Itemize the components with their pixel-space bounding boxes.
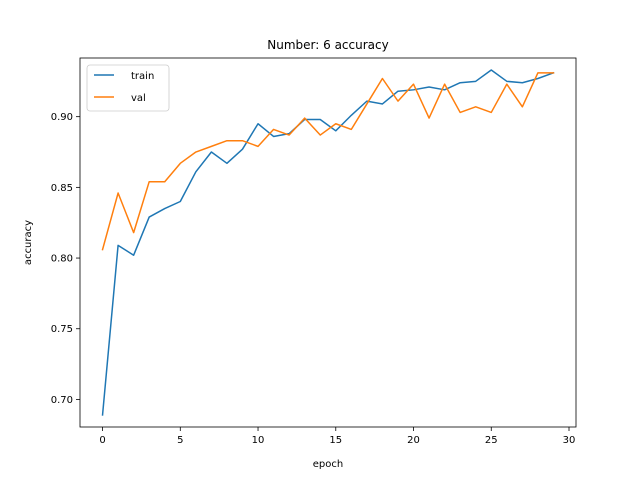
x-tick-label: 0 xyxy=(99,435,105,446)
x-tick-label: 5 xyxy=(177,435,183,446)
x-axis-ticks: 0 5 10 15 20 25 30 xyxy=(99,427,575,446)
y-tick-label: 0.70 xyxy=(51,395,73,406)
y-tick-label: 0.85 xyxy=(51,183,73,194)
series-layer xyxy=(101,69,555,416)
y-tick-label: 0.90 xyxy=(51,112,73,123)
y-axis-ticks: 0.70 0.75 0.80 0.85 0.90 xyxy=(51,112,80,406)
x-tick-label: 20 xyxy=(407,435,420,446)
x-tick-label: 15 xyxy=(329,435,342,446)
series-line-val xyxy=(101,72,555,251)
plot-area xyxy=(79,57,577,428)
legend-label-train: train xyxy=(131,71,154,82)
chart-title: Number: 6 accuracy xyxy=(267,38,388,52)
legend-box xyxy=(86,64,170,112)
legend-label-val: val xyxy=(131,93,146,104)
y-tick-label: 0.75 xyxy=(51,324,73,335)
legend: train val xyxy=(86,64,170,112)
y-tick-label: 0.80 xyxy=(51,254,73,265)
axes-frame xyxy=(79,57,577,428)
x-axis-label: epoch xyxy=(313,459,343,470)
x-tick-label: 10 xyxy=(252,435,265,446)
x-tick-label: 25 xyxy=(485,435,498,446)
y-axis-label: accuracy xyxy=(23,220,34,265)
series-line-train xyxy=(101,69,555,416)
x-tick-label: 30 xyxy=(563,435,576,446)
